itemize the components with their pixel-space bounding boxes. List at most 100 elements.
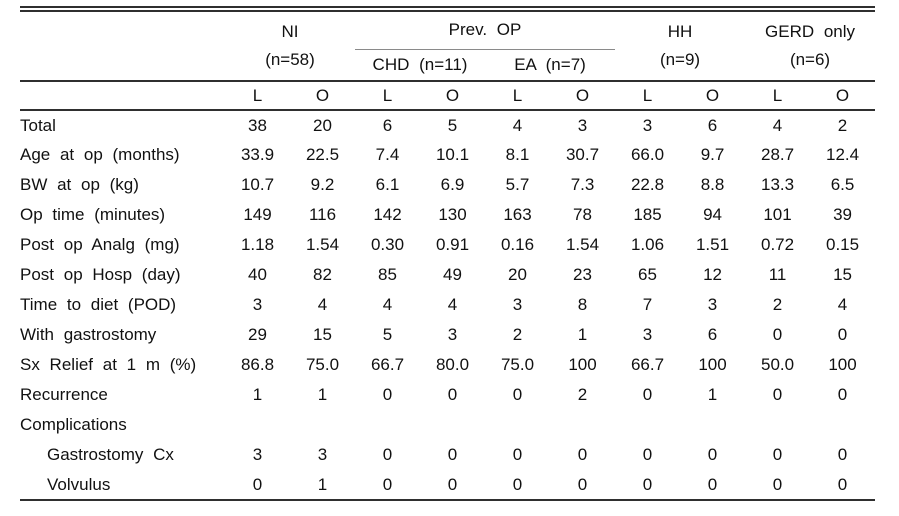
- col-header-o-3: O: [420, 80, 485, 111]
- data-cell: 40: [248, 265, 267, 284]
- data-cell: 0: [382, 385, 393, 404]
- data-cell: 0: [837, 325, 848, 344]
- data-cell: 80.0: [435, 355, 470, 374]
- row-label: Sx Relief at 1 m (%): [20, 355, 197, 374]
- row-label: Age at op (months): [20, 145, 180, 164]
- data-cell: 9.2: [310, 175, 335, 194]
- data-cell: 28.7: [760, 145, 795, 164]
- data-cell: 3: [252, 295, 263, 314]
- table-row: Volvulus 0 1 0 0 0 0 0 0 0 0: [20, 470, 875, 500]
- col-header-l-4: L: [485, 80, 550, 111]
- data-cell: 6.1: [375, 175, 400, 194]
- data-cell: 4: [512, 115, 523, 135]
- data-cell: 20: [508, 265, 527, 284]
- data-cell: 1.51: [695, 235, 730, 254]
- data-cell: 100: [568, 355, 597, 374]
- table-row: BW at op (kg) 10.7 9.2 6.1 6.9 5.7 7.3 22.8 8.8 1…: [20, 170, 875, 200]
- data-cell: 39: [833, 205, 852, 224]
- data-cell: 130: [438, 205, 467, 224]
- data-cell: 7: [642, 295, 653, 314]
- header-empty-cell: [20, 9, 225, 81]
- table-row: Post op Analg (mg) 1.18 1.54 0.30 0.91 0.16 1.…: [20, 230, 875, 260]
- data-cell: [745, 410, 810, 440]
- subgroup-chd: CHD (n=11): [372, 54, 468, 74]
- data-cell: 75.0: [305, 355, 340, 374]
- data-cell: 5: [382, 325, 393, 344]
- data-cell: 2: [512, 325, 523, 344]
- col-header-o-1: O: [290, 80, 355, 111]
- row-label: Post op Analg (mg): [20, 235, 180, 254]
- col-header-o-7: O: [680, 80, 746, 111]
- data-cell: 0: [837, 445, 848, 464]
- group-ni-n: (n=58): [265, 50, 315, 69]
- data-cell: 86.8: [240, 355, 275, 374]
- data-cell: 3: [512, 295, 523, 314]
- row-label: Post op Hosp (day): [20, 265, 181, 284]
- data-cell: 49: [443, 265, 462, 284]
- table-row: Total 38 20 6 5 4 3 3 6 4 2: [20, 110, 875, 140]
- row-label: Volvulus: [47, 474, 111, 494]
- data-cell: 149: [243, 205, 272, 224]
- data-cell: 100: [828, 355, 857, 374]
- data-cell: 65: [638, 265, 657, 284]
- data-cell: 3: [447, 325, 458, 344]
- row-label: Time to diet (POD): [20, 295, 177, 314]
- data-cell: 20: [313, 115, 332, 135]
- data-cell: 0: [447, 474, 458, 494]
- data-cell: [550, 410, 615, 440]
- data-cell: 78: [573, 205, 592, 224]
- data-cell: 2: [837, 115, 848, 135]
- header-subgroup-row: CHD (n=11) EA (n=7): [20, 49, 875, 81]
- data-cell: 0: [447, 445, 458, 464]
- data-cell: 101: [763, 205, 792, 224]
- table-row: Time to diet (POD) 3 4 4 4 3 8 7 3 2 4: [20, 290, 875, 320]
- data-cell: 4: [447, 295, 458, 314]
- data-cell: 142: [373, 205, 402, 224]
- data-cell: [485, 410, 550, 440]
- data-cell: 6: [707, 115, 718, 135]
- data-cell: 0: [837, 385, 848, 404]
- header-group-row: NI (n=58) Prev. OP HH (n=9) GERD only (n…: [20, 9, 875, 69]
- data-cell: 0: [707, 474, 718, 494]
- data-cell: 5: [447, 115, 458, 135]
- data-cell: 0.72: [760, 235, 795, 254]
- data-cell: 15: [313, 325, 332, 344]
- data-cell: 11: [768, 265, 787, 284]
- data-cell: [225, 410, 290, 440]
- table-row: Post op Hosp (day) 40 82 85 49 20 23 65 12 11 15: [20, 260, 875, 290]
- group-ni-label: NI: [281, 22, 299, 41]
- group-gerd-n: (n=6): [789, 50, 831, 69]
- data-cell: 1: [317, 385, 328, 404]
- data-cell: 9.7: [700, 145, 725, 164]
- data-cell: [290, 410, 355, 440]
- data-cell: 2: [772, 295, 783, 314]
- data-cell: 0: [642, 474, 653, 494]
- data-cell: 30.7: [565, 145, 600, 164]
- data-cell: 0: [577, 445, 588, 464]
- lo-empty-cell: [20, 80, 225, 111]
- data-cell: 10.1: [435, 145, 470, 164]
- data-cell: 50.0: [760, 355, 795, 374]
- data-cell: [615, 410, 680, 440]
- data-cell: 1: [577, 325, 588, 344]
- data-cell: 4: [382, 295, 393, 314]
- data-cell: [680, 410, 745, 440]
- data-cell: 29: [248, 325, 267, 344]
- data-cell: 8.1: [505, 145, 530, 164]
- data-cell: 116: [308, 205, 337, 224]
- row-label: Complications: [20, 415, 127, 434]
- data-cell: 1.18: [240, 235, 275, 254]
- data-cell: 0: [772, 325, 783, 344]
- col-header-o-9: O: [810, 80, 876, 111]
- table-row: Sx Relief at 1 m (%) 86.8 75.0 66.7 80.0 75.0…: [20, 350, 875, 380]
- row-label: Recurrence: [20, 385, 108, 404]
- data-cell: 7.3: [570, 175, 595, 194]
- data-cell: 0: [382, 474, 393, 494]
- data-cell: 0: [382, 445, 393, 464]
- data-cell: [355, 410, 420, 440]
- data-cell: 0.91: [435, 235, 470, 254]
- table-row: Complications: [20, 410, 875, 440]
- col-header-l-6: L: [615, 80, 681, 111]
